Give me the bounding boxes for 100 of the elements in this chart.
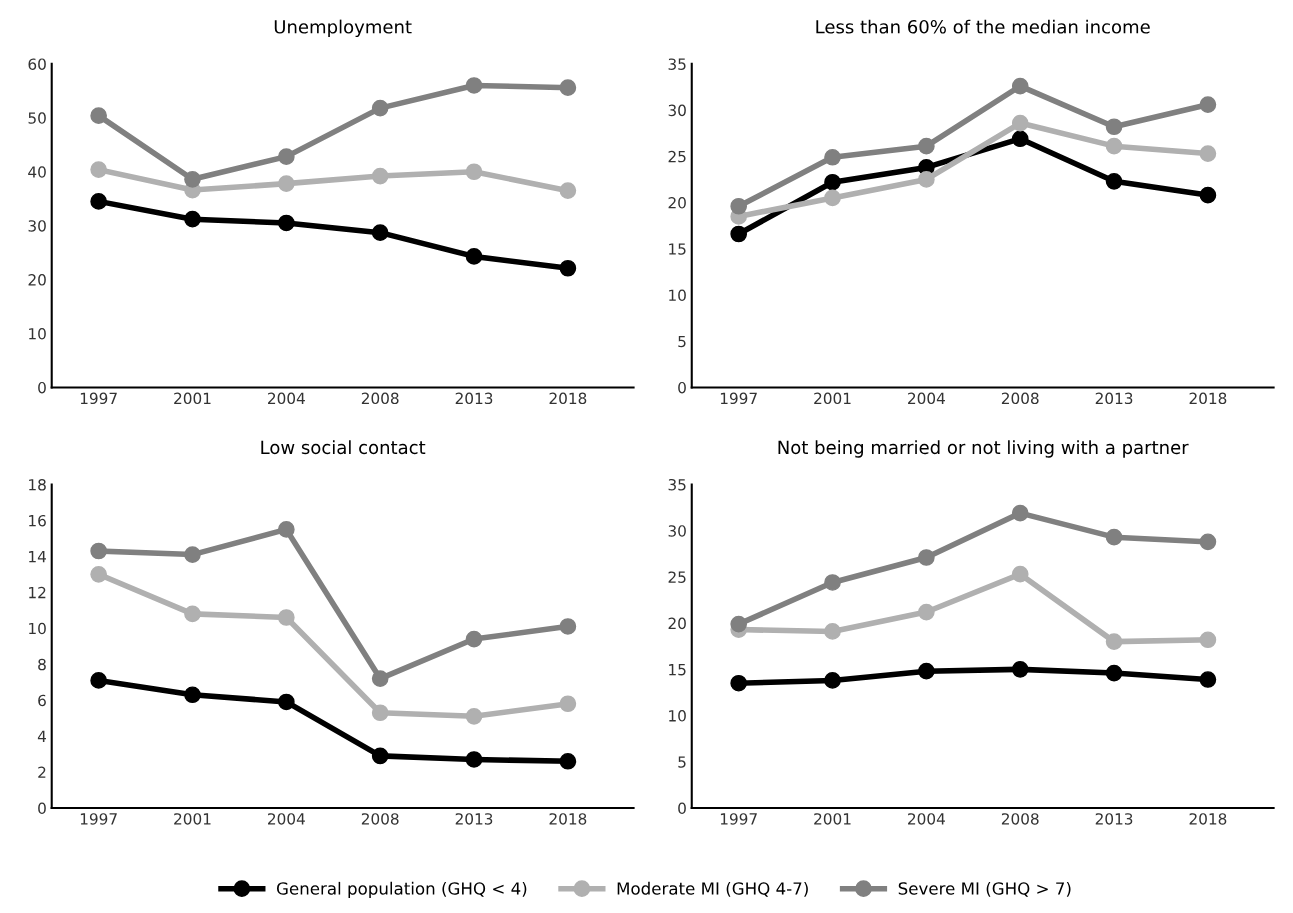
point	[1105, 172, 1123, 190]
y-tick-label: 12	[29, 586, 46, 599]
point	[90, 161, 107, 178]
y-tick-label: 20	[668, 617, 686, 630]
point	[1105, 633, 1123, 650]
point	[918, 137, 935, 155]
point	[824, 574, 841, 591]
point	[278, 609, 295, 626]
point	[824, 623, 841, 640]
x-tick-label: 1997	[80, 813, 117, 825]
point	[465, 630, 483, 648]
x-tick-label: 2013	[1095, 392, 1133, 405]
point	[559, 182, 577, 199]
point	[730, 197, 748, 215]
y-tick-label: 14	[29, 551, 46, 563]
y-tick-label: 8	[38, 658, 46, 671]
x-tick-label: 2004	[908, 392, 945, 405]
y-tick-label: 35	[668, 478, 686, 491]
chart-title: Low social contact	[261, 440, 426, 455]
y-tick-label: 10	[29, 622, 46, 635]
point	[371, 224, 389, 242]
point	[1011, 565, 1029, 583]
point	[1199, 671, 1217, 688]
y-tick-label: 10	[669, 710, 686, 722]
point	[559, 259, 577, 277]
x-tick-label: 2008	[361, 813, 399, 825]
point	[90, 566, 107, 583]
point	[184, 210, 201, 228]
point	[465, 751, 483, 768]
point	[1199, 533, 1217, 551]
legend-label: Severe MI (GHQ > 7)	[898, 881, 1071, 897]
point	[465, 163, 483, 181]
point	[824, 173, 841, 191]
y-tick-label: 35	[668, 58, 686, 70]
point	[1105, 137, 1123, 155]
x-tick-label: 2013	[455, 392, 493, 405]
point	[371, 99, 389, 117]
y-tick-label: 30	[668, 104, 686, 117]
point	[730, 674, 748, 692]
point	[918, 549, 935, 566]
point	[184, 546, 201, 563]
x-tick-label: 2018	[1189, 392, 1227, 405]
x-tick-label: 2001	[174, 392, 211, 405]
point	[1105, 664, 1123, 682]
point	[824, 189, 841, 207]
x-tick-label: 1997	[720, 392, 757, 405]
point	[824, 672, 841, 689]
point	[278, 214, 295, 232]
point	[1105, 118, 1123, 136]
y-tick-label: 20	[668, 197, 686, 209]
x-tick-label: 2018	[549, 392, 587, 405]
y-tick-label: 30	[668, 525, 686, 537]
y-tick-label: 18	[29, 478, 46, 491]
point	[730, 225, 748, 243]
x-tick-label: 2001	[814, 392, 851, 405]
point	[278, 175, 295, 192]
point	[1011, 77, 1029, 95]
point	[559, 79, 577, 96]
x-tick-label: 2008	[361, 392, 399, 405]
point	[90, 542, 107, 560]
point	[1011, 504, 1029, 522]
point	[278, 521, 295, 538]
x-tick-label: 2001	[174, 813, 211, 825]
point	[278, 693, 295, 711]
y-tick-label: 4	[37, 730, 46, 742]
point	[371, 167, 389, 185]
y-tick-label: 10	[669, 289, 686, 302]
point	[559, 618, 577, 635]
y-tick-label: 0	[678, 381, 686, 394]
chart-title: Less than 60% of the median income	[816, 19, 1150, 34]
point	[1199, 145, 1217, 162]
point	[559, 695, 577, 713]
x-tick-label: 2004	[908, 813, 945, 825]
x-tick-label: 2013	[1095, 813, 1133, 825]
y-tick-label: 30	[28, 220, 46, 232]
y-tick-label: 2	[38, 766, 46, 778]
point	[90, 672, 107, 689]
point	[278, 148, 295, 165]
point	[371, 747, 389, 765]
y-tick-label: 0	[38, 802, 46, 815]
point	[1199, 186, 1217, 204]
y-tick-label: 6	[38, 694, 46, 707]
point	[90, 193, 107, 210]
point	[184, 686, 201, 704]
x-tick-label: 1997	[720, 813, 757, 825]
y-tick-label: 25	[668, 571, 686, 583]
point	[371, 704, 389, 722]
y-tick-label: 0	[678, 802, 686, 815]
x-tick-label: 2004	[268, 392, 305, 405]
point	[1199, 631, 1217, 649]
point	[465, 77, 483, 94]
point	[465, 248, 483, 265]
y-tick-label: 60	[28, 58, 46, 70]
chart-title: Unemployment	[274, 19, 412, 38]
x-tick-label: 2008	[1001, 392, 1039, 405]
x-tick-label: 2018	[549, 813, 587, 825]
point	[465, 708, 483, 725]
y-tick-label: 16	[29, 514, 46, 527]
point	[371, 670, 389, 687]
x-tick-label: 2013	[455, 813, 493, 825]
